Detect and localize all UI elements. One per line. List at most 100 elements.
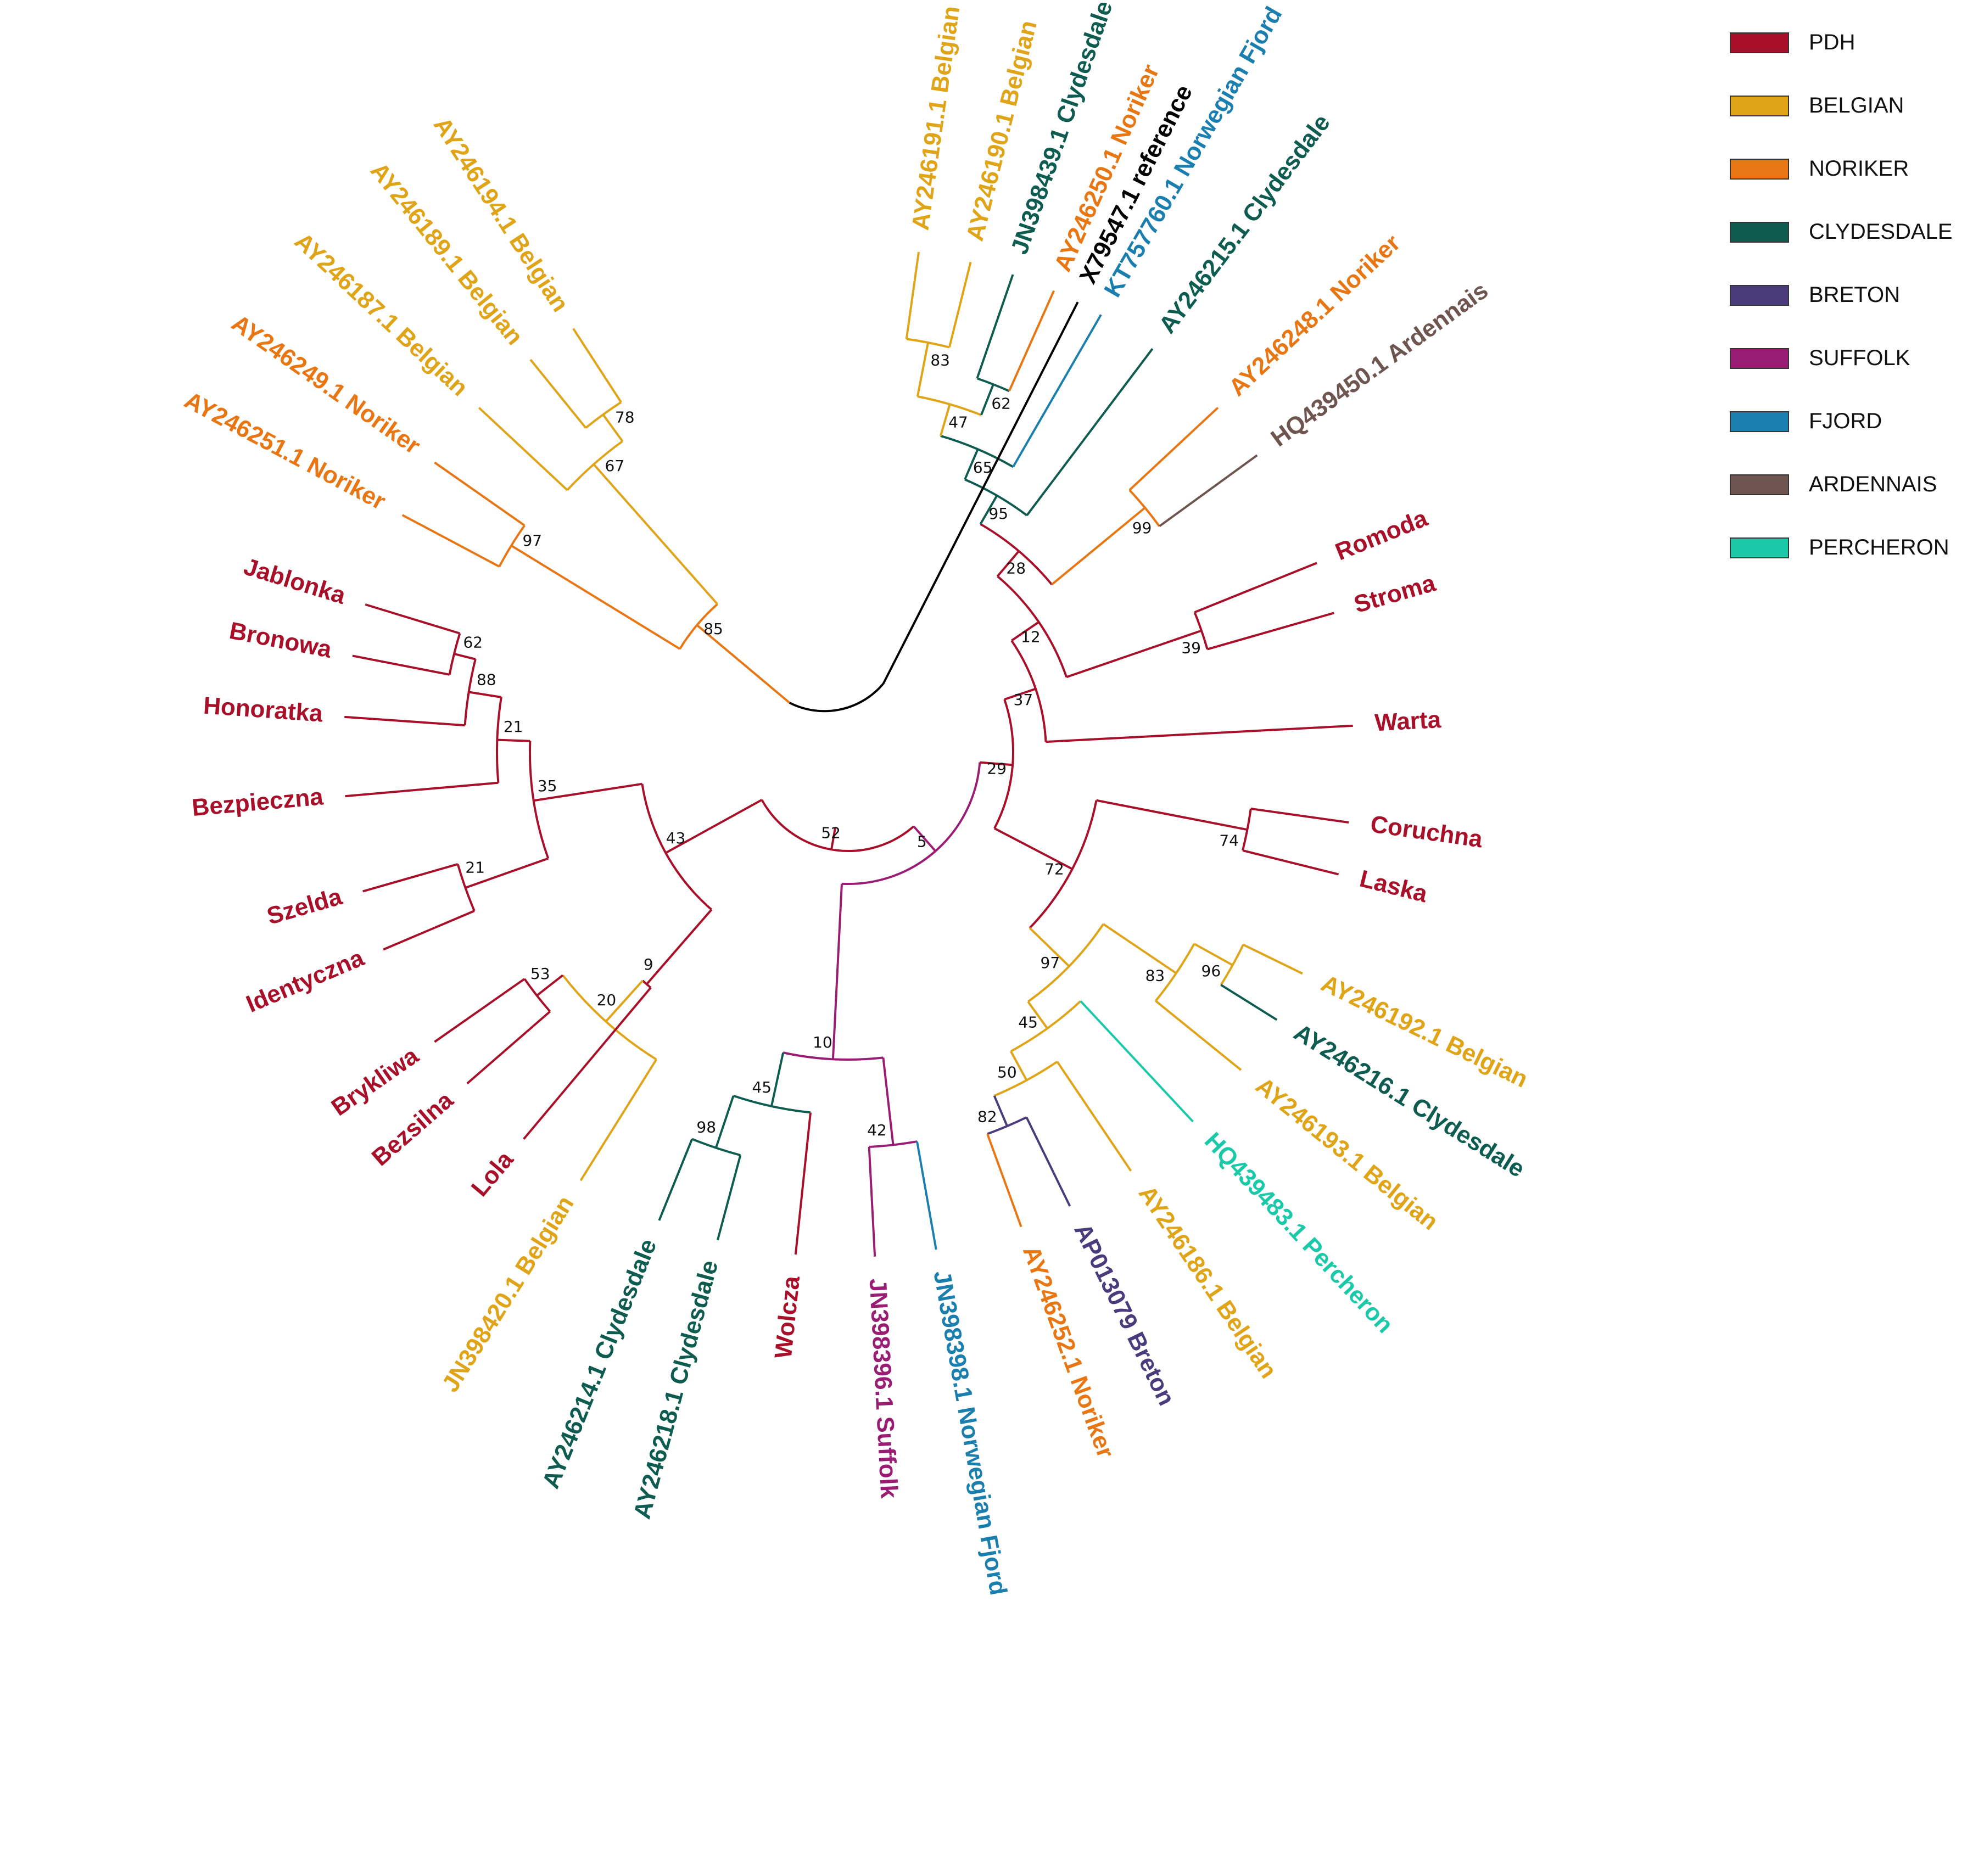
branch xyxy=(948,261,972,348)
bootstrap-values: 97 78 67 85 21 62 88 21 35 53 20 9 43 98 45 42 10 83 62 47 6… xyxy=(463,351,1239,1139)
branch xyxy=(1193,943,1233,966)
branch xyxy=(1250,808,1349,824)
branch xyxy=(454,653,476,660)
clade-arc xyxy=(679,603,718,649)
branch xyxy=(365,603,460,635)
tip-label: AY246214.1 Clydesdale xyxy=(537,1235,662,1492)
bootstrap-value: 20 xyxy=(597,991,617,1009)
legend-label: BRETON xyxy=(1809,283,1900,307)
branch xyxy=(605,979,644,1022)
branch xyxy=(593,463,718,605)
branch xyxy=(529,359,587,429)
legend-item-clydesdale: CLYDESDALE xyxy=(1730,200,1971,264)
clade-arc xyxy=(940,435,1014,468)
bootstrap-value: 62 xyxy=(463,633,483,651)
bootstrap-value: 62 xyxy=(991,394,1011,412)
bootstrap-value: 35 xyxy=(538,777,557,795)
clade-arc xyxy=(498,524,526,567)
bootstrap-value: 12 xyxy=(1021,628,1041,646)
branch xyxy=(1051,507,1146,586)
branch xyxy=(964,449,979,480)
clade-arc xyxy=(869,1140,918,1149)
branch xyxy=(916,342,929,397)
branch xyxy=(1159,454,1258,528)
clade-arc xyxy=(964,478,1028,517)
clade-arc xyxy=(562,975,657,1061)
branch xyxy=(665,799,763,854)
branch xyxy=(939,404,951,436)
tip-label: Laska xyxy=(1357,865,1430,908)
branch xyxy=(868,1146,876,1257)
legend-swatch xyxy=(1730,284,1789,306)
bootstrap-value: 42 xyxy=(867,1121,887,1139)
branch xyxy=(994,827,1073,870)
bootstrap-value: 45 xyxy=(752,1078,772,1096)
legend-item-belgian: BELGIAN xyxy=(1730,74,1971,137)
clade-arc xyxy=(641,783,713,911)
branch xyxy=(1220,984,1278,1021)
branch xyxy=(916,1141,937,1250)
branch xyxy=(383,910,475,951)
clade-arc xyxy=(641,979,652,989)
bootstrap-value: 83 xyxy=(930,351,950,369)
branch xyxy=(913,825,937,852)
bootstrap-value: 29 xyxy=(987,759,1007,777)
legend-swatch xyxy=(1730,95,1789,116)
branch xyxy=(993,1095,1008,1127)
bootstrap-value: 9 xyxy=(644,955,653,973)
bootstrap-value: 5 xyxy=(917,832,927,850)
branch xyxy=(511,545,681,650)
tree-branches xyxy=(344,251,1353,1257)
bootstrap-value: 52 xyxy=(821,824,841,842)
legend: PDH BELGIAN NORIKER CLYDESDALE BRETON SUFFOLK… xyxy=(1730,11,1971,579)
branch xyxy=(1046,724,1353,743)
branch xyxy=(1026,348,1154,516)
legend-item-percheron: PERCHERON xyxy=(1730,516,1971,579)
bootstrap-value: 39 xyxy=(1181,639,1201,657)
branch xyxy=(478,407,568,491)
branch xyxy=(1029,927,1070,967)
tip-label: AY246191.1 Belgian xyxy=(907,4,965,232)
tip-label: Jablonka xyxy=(241,553,349,609)
branch xyxy=(646,909,713,985)
tip-label: Warta xyxy=(1374,706,1442,736)
clade-arc xyxy=(1010,640,1047,742)
legend-swatch xyxy=(1730,537,1789,558)
branch xyxy=(714,1095,735,1149)
branch xyxy=(1008,290,1055,392)
legend-label: PERCHERON xyxy=(1809,535,1949,559)
tip-label: Brykliwa xyxy=(327,1042,424,1121)
branch xyxy=(980,761,1013,766)
legend-label: CLYDESDALE xyxy=(1809,220,1953,244)
branch xyxy=(352,654,450,676)
clade-arc xyxy=(993,1061,1058,1097)
bootstrap-value: 10 xyxy=(813,1033,832,1051)
branch xyxy=(497,738,530,742)
branch xyxy=(1025,1117,1071,1207)
legend-label: PDH xyxy=(1809,30,1856,54)
branch xyxy=(770,1052,785,1107)
tip-label: Bronowa xyxy=(227,617,334,663)
branch xyxy=(579,1059,657,1181)
legend-swatch xyxy=(1730,474,1789,495)
branch xyxy=(533,782,642,802)
bootstrap-value: 65 xyxy=(973,458,993,477)
bootstrap-value: 53 xyxy=(530,965,550,983)
bootstrap-value: 88 xyxy=(477,670,496,688)
root-arc xyxy=(789,682,885,713)
branch xyxy=(997,550,1020,577)
clade-arc xyxy=(1154,943,1195,1002)
tip-label: Honoratka xyxy=(203,692,324,727)
tip-label: JN398398.1 Norwegian Fjord xyxy=(928,1269,1011,1598)
legend-label: BELGIAN xyxy=(1809,93,1904,117)
branch xyxy=(602,413,624,442)
tip-label: Stroma xyxy=(1351,569,1439,618)
branch xyxy=(1056,1061,1132,1172)
bootstrap-value: 78 xyxy=(615,408,635,427)
clade-arc xyxy=(993,699,1014,829)
branch xyxy=(882,1057,895,1145)
branch xyxy=(1155,1000,1242,1071)
tip-label: Coruchna xyxy=(1369,810,1485,853)
